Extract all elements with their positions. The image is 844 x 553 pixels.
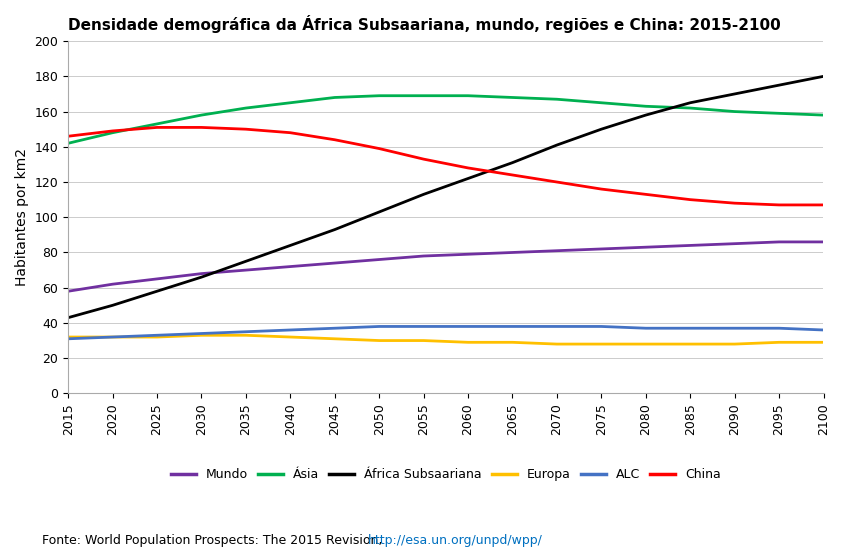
Text: Densidade demográfica da África Subsaariana, mundo, regiões e China: 2015-2100: Densidade demográfica da África Subsaari… (68, 15, 780, 33)
Text: Fonte: World Population Prospects: The 2015 Revision,: Fonte: World Population Prospects: The 2… (42, 534, 387, 547)
Legend: Mundo, Ásia, África Subsaariana, Europa, ALC, China: Mundo, Ásia, África Subsaariana, Europa,… (165, 463, 725, 486)
Y-axis label: Habitantes por km2: Habitantes por km2 (15, 148, 29, 286)
Text: http://esa.un.org/unpd/wpp/: http://esa.un.org/unpd/wpp/ (367, 534, 542, 547)
